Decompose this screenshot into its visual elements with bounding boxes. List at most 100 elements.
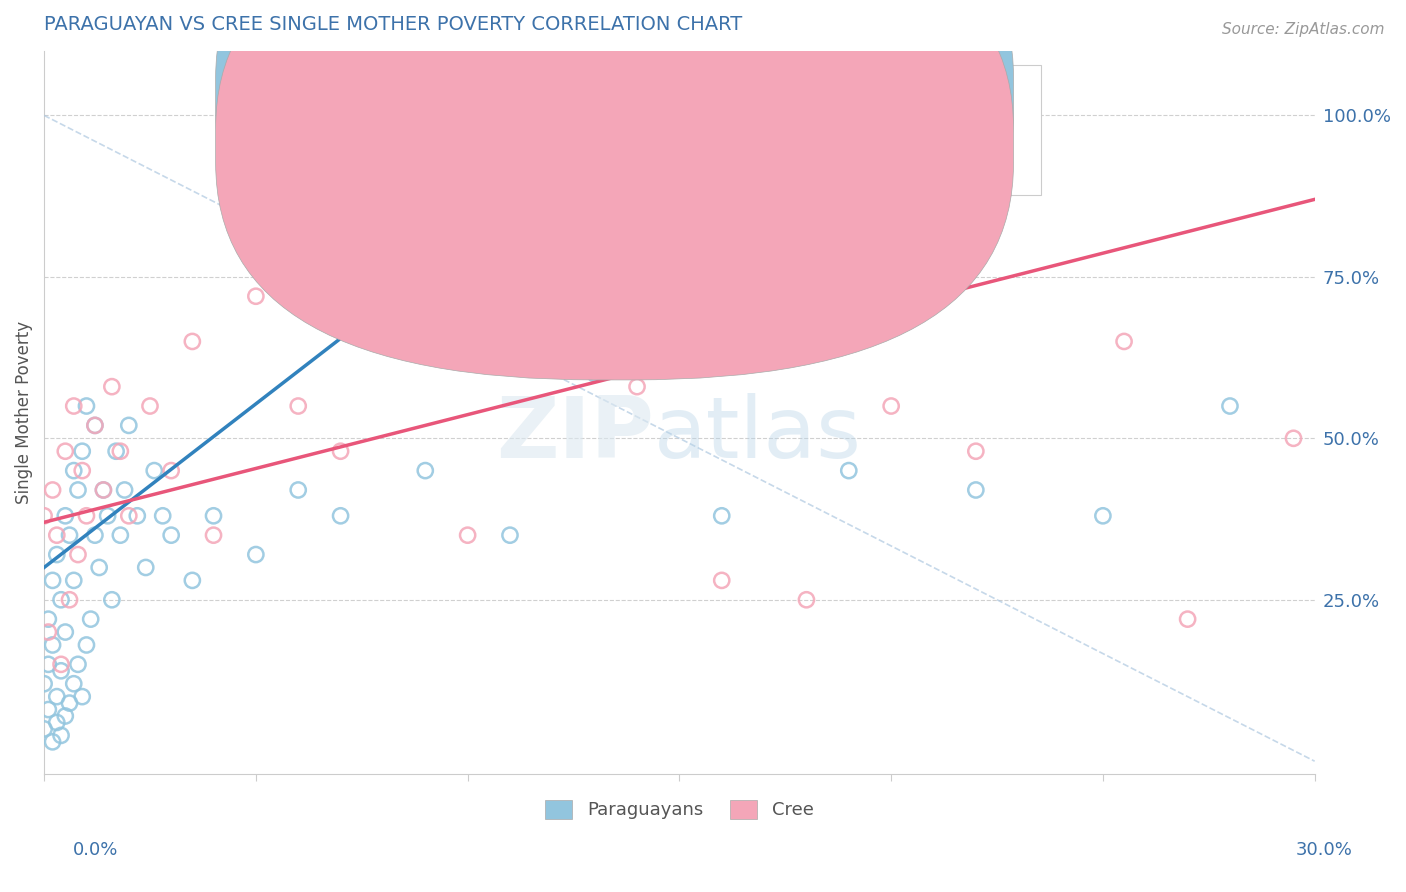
Point [32, 676, 55, 690]
Point [75, 399, 97, 413]
Point [118, 418, 141, 433]
Point [41, 483, 63, 497]
Point [62, 574, 84, 588]
Point [838, 464, 860, 478]
Text: R =  0.419    N = 57: R = 0.419 N = 57 [645, 79, 863, 98]
Point [105, 444, 128, 458]
Point [499, 528, 522, 542]
Legend: Paraguayans, Cree: Paraguayans, Cree [538, 793, 821, 827]
Point [329, 508, 352, 523]
Point [965, 444, 987, 458]
Point [93, 483, 115, 497]
Point [45, 715, 67, 730]
Point [58, 696, 80, 710]
Point [58, 528, 80, 542]
Point [75, 638, 97, 652]
Point [45, 548, 67, 562]
Point [66, 657, 89, 672]
Point [245, 289, 267, 303]
Text: Source: ZipAtlas.com: Source: ZipAtlas.com [1222, 22, 1385, 37]
Point [58, 592, 80, 607]
Point [1219, 399, 1241, 413]
Point [80, 612, 103, 626]
Point [245, 548, 267, 562]
Point [53, 625, 76, 640]
Point [710, 508, 733, 523]
Point [287, 483, 309, 497]
Point [127, 508, 149, 523]
Point [53, 709, 76, 723]
Point [135, 560, 157, 574]
Point [1177, 612, 1199, 626]
Point [1282, 431, 1305, 445]
Point [413, 269, 436, 284]
Point [37, 657, 59, 672]
FancyBboxPatch shape [215, 0, 1014, 380]
Point [45, 528, 67, 542]
Point [1091, 508, 1114, 523]
Point [37, 612, 59, 626]
FancyBboxPatch shape [215, 0, 1014, 329]
Point [84, 528, 107, 542]
Text: ZIP: ZIP [496, 392, 654, 475]
Point [287, 399, 309, 413]
Point [84, 418, 107, 433]
Point [101, 592, 124, 607]
Point [202, 528, 225, 542]
Point [202, 508, 225, 523]
Point [101, 379, 124, 393]
Point [37, 625, 59, 640]
Point [110, 528, 132, 542]
FancyBboxPatch shape [571, 65, 1042, 195]
Point [139, 399, 162, 413]
Point [413, 464, 436, 478]
Point [66, 483, 89, 497]
Point [626, 379, 648, 393]
Text: R =  0.344    N = 34: R = 0.344 N = 34 [645, 130, 863, 148]
Point [62, 399, 84, 413]
Point [93, 483, 115, 497]
Point [32, 508, 55, 523]
Point [114, 483, 136, 497]
Point [75, 508, 97, 523]
Point [160, 464, 183, 478]
Point [880, 399, 903, 413]
Point [181, 334, 204, 349]
Point [49, 728, 72, 742]
Point [110, 444, 132, 458]
Point [41, 735, 63, 749]
Point [583, 367, 606, 381]
Point [37, 702, 59, 716]
Point [53, 508, 76, 523]
Text: atlas: atlas [654, 392, 862, 475]
Point [41, 638, 63, 652]
Point [70, 444, 93, 458]
Point [89, 560, 111, 574]
Point [62, 464, 84, 478]
Point [97, 508, 120, 523]
Point [41, 574, 63, 588]
Text: 30.0%: 30.0% [1296, 840, 1353, 858]
Point [70, 464, 93, 478]
Point [181, 574, 204, 588]
Point [457, 528, 479, 542]
Point [160, 528, 183, 542]
Point [32, 722, 55, 736]
Point [152, 508, 174, 523]
Point [143, 464, 166, 478]
Y-axis label: Single Mother Poverty: Single Mother Poverty [15, 321, 32, 504]
Point [1112, 334, 1135, 349]
Point [329, 444, 352, 458]
Point [70, 690, 93, 704]
Point [710, 574, 733, 588]
Point [45, 690, 67, 704]
Text: 0.0%: 0.0% [73, 840, 118, 858]
Point [541, 334, 564, 349]
Point [84, 418, 107, 433]
Point [66, 548, 89, 562]
Point [49, 592, 72, 607]
Point [49, 664, 72, 678]
Point [118, 508, 141, 523]
Point [49, 657, 72, 672]
Point [62, 676, 84, 690]
